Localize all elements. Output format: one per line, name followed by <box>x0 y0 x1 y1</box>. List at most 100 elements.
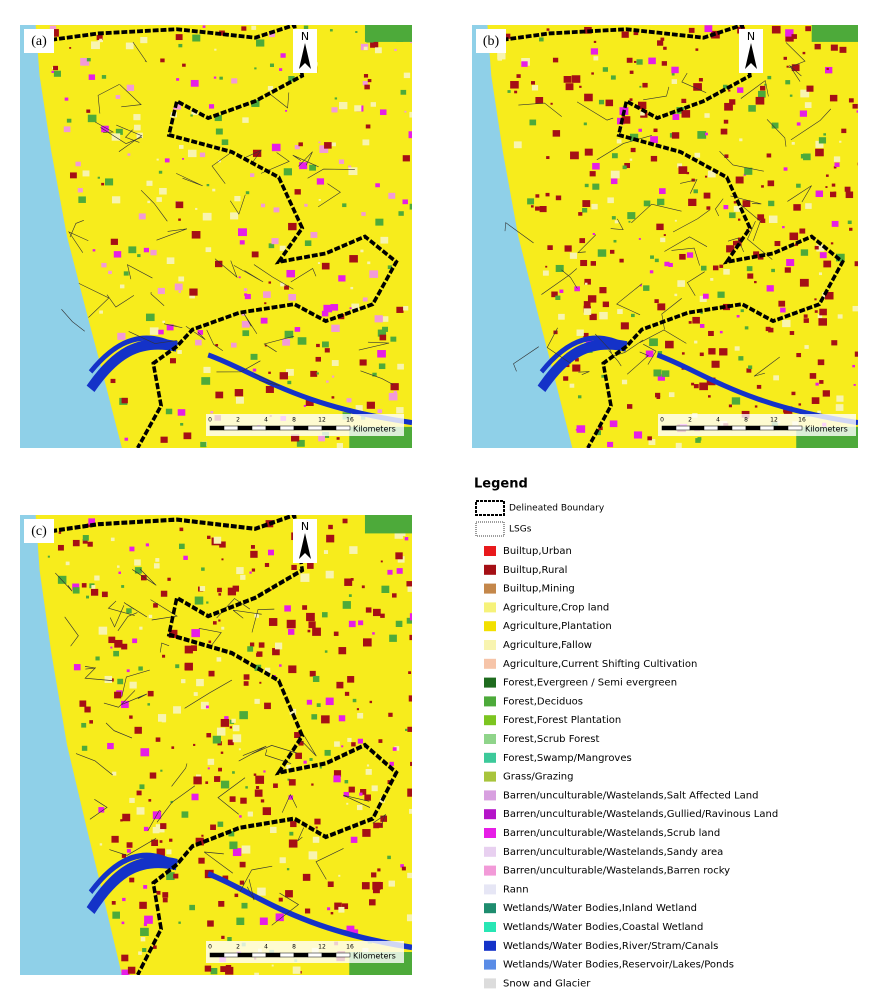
land-patch <box>626 57 633 63</box>
land-patch <box>221 558 224 561</box>
land-patch <box>733 201 737 204</box>
land-patch <box>289 831 294 836</box>
land-patch <box>410 761 412 766</box>
land-patch <box>250 545 255 549</box>
lsg-line <box>69 220 84 238</box>
lsg-line <box>730 195 762 205</box>
scale-tick-label: 16 <box>346 417 354 424</box>
boundary-swatch <box>475 521 505 537</box>
land-patch <box>229 841 238 850</box>
land-patch <box>231 78 238 84</box>
lsg-line <box>121 693 147 705</box>
land-patch <box>377 868 381 872</box>
land-patch <box>196 678 204 687</box>
land-patch <box>803 153 811 161</box>
land-patch <box>216 657 222 662</box>
land-patch <box>329 29 333 32</box>
land-patch <box>819 308 827 316</box>
land-patch <box>364 794 371 801</box>
legend-swatch <box>484 677 496 688</box>
land-patch <box>617 309 623 315</box>
land-patch <box>545 192 550 197</box>
land-patch <box>786 259 795 267</box>
land-patch <box>592 162 600 170</box>
lsg-line <box>608 339 644 358</box>
land-patch <box>214 260 223 268</box>
land-patch <box>115 128 123 135</box>
land-patch <box>708 348 716 355</box>
lsg-line <box>103 690 136 708</box>
land-patch <box>191 629 200 638</box>
land-patch <box>333 770 342 777</box>
land-patch <box>170 800 173 804</box>
land-patch <box>607 197 614 204</box>
land-patch <box>675 442 682 448</box>
land-patch <box>584 93 593 102</box>
land-patch <box>288 222 297 231</box>
land-patch <box>663 46 667 50</box>
scale-segment <box>703 425 719 431</box>
land-patch <box>649 270 654 274</box>
land-patch <box>815 190 824 198</box>
north-arrow <box>299 43 311 69</box>
land-patch <box>143 885 148 889</box>
land-patch <box>698 78 703 82</box>
land-patch <box>569 252 578 259</box>
land-patch <box>72 583 80 591</box>
land-patch <box>53 65 59 71</box>
land-patch <box>255 775 265 784</box>
lsg-line <box>171 763 188 787</box>
scale-segment <box>293 952 309 958</box>
lsg-line <box>64 616 79 647</box>
legend-swatch <box>484 790 496 801</box>
land-patch <box>228 830 235 837</box>
land-patch <box>379 334 387 341</box>
land-patch <box>232 771 235 774</box>
land-patch <box>338 715 346 722</box>
land-patch <box>294 189 301 195</box>
land-patch <box>291 564 297 571</box>
land-patch <box>268 371 271 374</box>
land-patch <box>555 195 562 201</box>
land-patch <box>815 382 819 386</box>
land-patch <box>336 681 344 689</box>
lsg-line <box>727 237 744 253</box>
land-patch <box>371 872 377 878</box>
land-patch <box>378 363 386 370</box>
land-patch <box>555 295 561 300</box>
land-patch <box>271 964 274 967</box>
land-patch <box>653 128 658 133</box>
land-patch <box>361 585 365 589</box>
land-patch <box>122 813 131 822</box>
lsg-line <box>75 753 113 776</box>
land-patch <box>89 720 93 724</box>
land-patch <box>661 61 667 66</box>
land-patch <box>405 728 408 732</box>
land-patch <box>348 167 358 176</box>
land-patch <box>222 875 229 881</box>
land-patch <box>254 67 257 70</box>
land-patch <box>754 280 757 284</box>
land-patch <box>101 591 108 598</box>
land-patch <box>239 815 242 818</box>
land-patch <box>579 238 586 244</box>
land-patch <box>753 251 760 257</box>
land-patch <box>406 581 412 587</box>
land-patch <box>363 74 369 78</box>
land-patch <box>708 330 714 337</box>
land-patch <box>395 620 403 627</box>
land-patch <box>814 298 817 301</box>
land-patch <box>389 761 394 766</box>
lsg-line <box>84 666 96 670</box>
land-patch <box>110 678 114 682</box>
land-patch <box>156 848 165 857</box>
lsg-line <box>216 360 261 373</box>
land-patch <box>756 384 762 389</box>
scale-tick-label: 0 <box>660 417 664 424</box>
land-patch <box>178 276 185 282</box>
land-patch <box>510 81 519 89</box>
land-patch <box>264 667 271 673</box>
land-patch <box>212 735 221 744</box>
land-patch <box>569 383 575 388</box>
land-patch <box>236 567 244 575</box>
